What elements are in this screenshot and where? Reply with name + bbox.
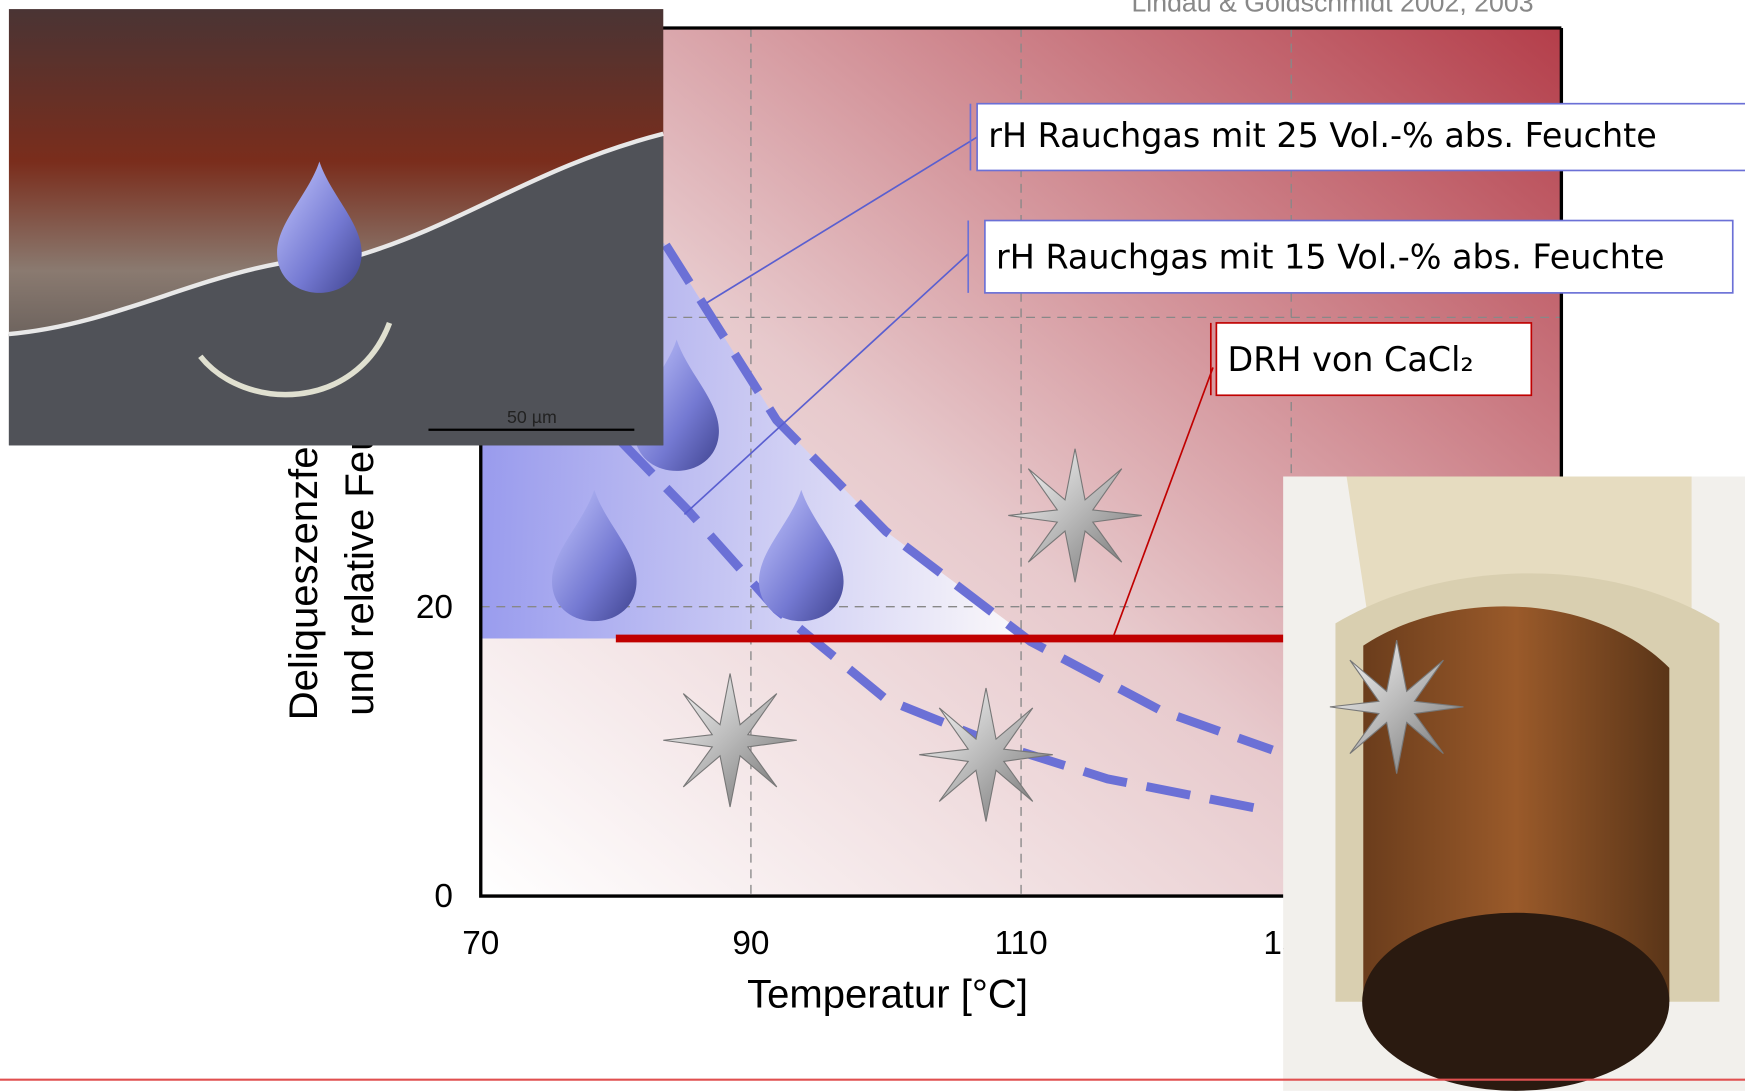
pipe-photo bbox=[1283, 477, 1745, 1091]
callout-text: rH Rauchgas mit 25 Vol.-% abs. Feuchte bbox=[988, 116, 1657, 155]
callout-text: DRH von CaCl₂ bbox=[1228, 340, 1474, 379]
x-tick-label: 70 bbox=[462, 925, 499, 962]
source-note: Lindau & Goldschmidt 2002, 2003 bbox=[1131, 0, 1533, 17]
x-axis-title: Temperatur [°C] bbox=[747, 972, 1028, 1016]
micrograph-photo: 50 µm bbox=[9, 9, 663, 445]
x-tick-label: 90 bbox=[732, 925, 769, 962]
star-icon bbox=[1008, 449, 1142, 583]
x-tick-label: 110 bbox=[994, 925, 1047, 962]
y-tick-label: 20 bbox=[416, 589, 453, 626]
star-icon bbox=[1330, 640, 1464, 774]
callout-text: rH Rauchgas mit 15 Vol.-% abs. Feuchte bbox=[996, 237, 1665, 276]
slide: 70901101300204060Temperatur [°C]Deliques… bbox=[0, 0, 1745, 1091]
pipe-opening bbox=[1362, 913, 1669, 1091]
star-icon bbox=[663, 673, 797, 807]
page: {"chart_data":{"type":"line","source":"L… bbox=[0, 0, 1745, 1091]
scale-label: 50 µm bbox=[507, 407, 557, 427]
y-tick-label: 0 bbox=[434, 878, 453, 915]
star-icon bbox=[919, 688, 1053, 822]
